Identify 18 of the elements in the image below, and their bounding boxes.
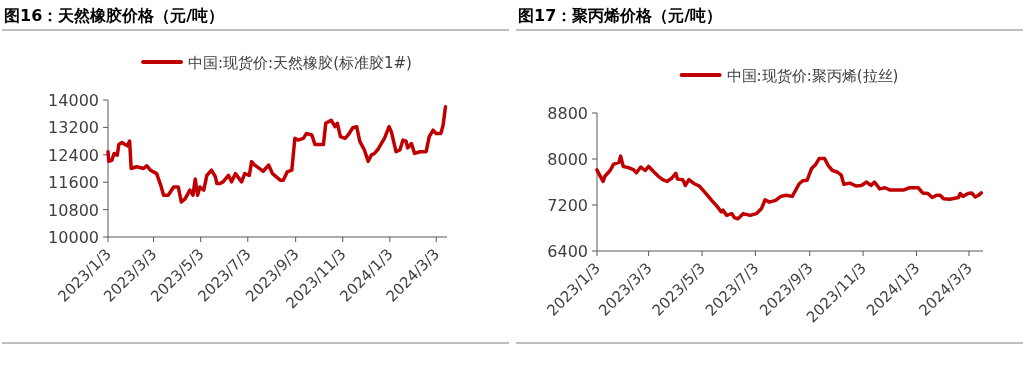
legend: 中国:现货价:聚丙烯(拉丝) xyxy=(679,67,899,85)
legend-label: 中国:现货价:聚丙烯(拉丝) xyxy=(726,67,899,85)
legend: 中国:现货价:天然橡胶(标准胶1#) xyxy=(141,54,412,72)
line-series xyxy=(595,154,983,221)
y-tick-label: 8000 xyxy=(547,150,588,169)
legend-label: 中国:现货价:天然橡胶(标准胶1#) xyxy=(188,54,412,72)
y-tick-label: 8800 xyxy=(547,104,588,123)
line-series xyxy=(106,105,448,204)
y-tick-label: 11600 xyxy=(48,173,99,193)
y-tick-label: 13200 xyxy=(48,118,99,138)
y-tick-label: 10800 xyxy=(48,200,99,220)
chart-title: 图16：天然橡胶价格（元/吨） xyxy=(4,6,225,25)
y-tick-label: 10000 xyxy=(48,228,99,247)
y-tick-label: 12400 xyxy=(48,145,99,165)
y-tick-label: 14000 xyxy=(48,91,99,110)
y-tick-label: 6400 xyxy=(547,242,588,261)
chart-title: 图17：聚丙烯价格（元/吨） xyxy=(518,6,723,25)
y-tick-label: 7200 xyxy=(547,196,588,215)
